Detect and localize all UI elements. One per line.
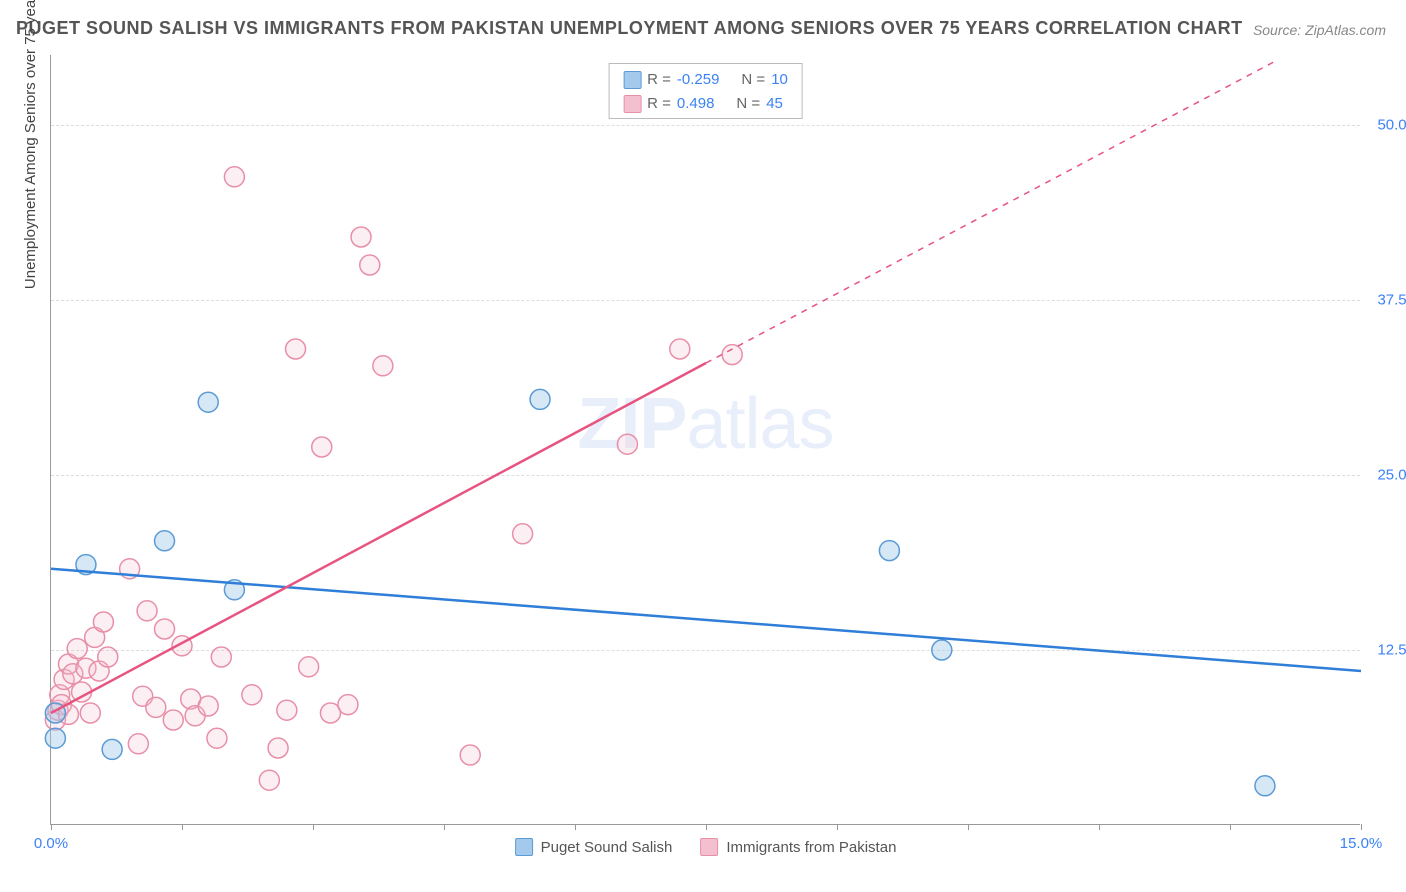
y-tick-label: 37.5%	[1377, 292, 1406, 309]
legend-swatch-blue	[515, 838, 533, 856]
legend-stat-row-0: R = -0.259 N = 10	[623, 68, 788, 92]
legend-r-label: R =	[647, 92, 671, 116]
y-tick-label: 12.5%	[1377, 642, 1406, 659]
legend-n-value-0: 10	[771, 68, 788, 92]
legend-stat-row-1: R = 0.498 N = 45	[623, 92, 788, 116]
legend-n-label: N =	[736, 92, 760, 116]
y-axis-title: Unemployment Among Seniors over 75 years	[22, 0, 39, 289]
legend-swatch-1	[623, 95, 641, 113]
legend-series: Puget Sound Salish Immigrants from Pakis…	[515, 838, 897, 856]
chart-svg	[51, 55, 1360, 824]
legend-series-label-0: Puget Sound Salish	[541, 839, 673, 856]
y-tick-label: 50.0%	[1377, 117, 1406, 134]
legend-series-item-0: Puget Sound Salish	[515, 838, 673, 856]
legend-series-item-1: Immigrants from Pakistan	[700, 838, 896, 856]
x-tick-label: 0.0%	[34, 835, 68, 852]
plot-area: ZIPatlas 12.5%25.0%37.5%50.0% 0.0%15.0% …	[50, 55, 1360, 825]
legend-n-label: N =	[741, 68, 765, 92]
legend-series-label-1: Immigrants from Pakistan	[726, 839, 896, 856]
legend-stats: R = -0.259 N = 10 R = 0.498 N = 45	[608, 63, 803, 119]
legend-r-label: R =	[647, 68, 671, 92]
source-attribution: Source: ZipAtlas.com	[1253, 22, 1386, 38]
x-tick-label: 15.0%	[1340, 835, 1383, 852]
y-tick-label: 25.0%	[1377, 467, 1406, 484]
legend-swatch-0	[623, 71, 641, 89]
chart-title: PUGET SOUND SALISH VS IMMIGRANTS FROM PA…	[16, 18, 1243, 39]
legend-swatch-pink	[700, 838, 718, 856]
legend-n-value-1: 45	[766, 92, 783, 116]
legend-r-value-1: 0.498	[677, 92, 715, 116]
legend-r-value-0: -0.259	[677, 68, 720, 92]
